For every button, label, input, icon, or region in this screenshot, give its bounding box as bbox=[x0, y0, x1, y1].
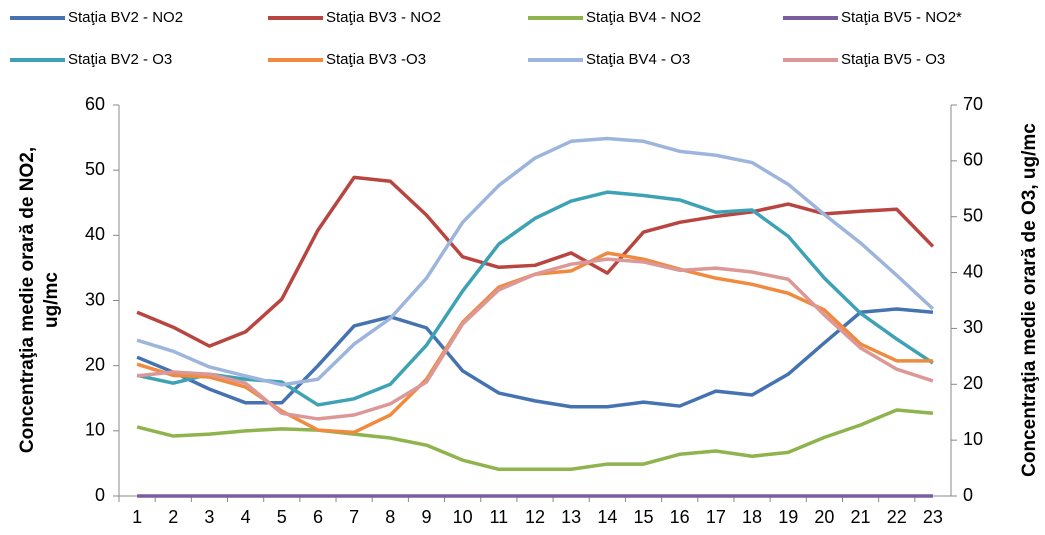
y2-tick-label: 40 bbox=[963, 261, 983, 281]
y2-tick-label: 20 bbox=[963, 373, 983, 393]
y2-tick-label: 0 bbox=[963, 485, 973, 505]
x-tick-label: 20 bbox=[814, 507, 834, 527]
x-tick-label: 22 bbox=[887, 507, 907, 527]
y-tick-label: 30 bbox=[85, 289, 105, 309]
x-tick-label: 16 bbox=[670, 507, 690, 527]
x-tick-label: 8 bbox=[385, 507, 395, 527]
x-tick-label: 14 bbox=[597, 507, 617, 527]
y-tick-label: 40 bbox=[85, 224, 105, 244]
y-tick-label: 60 bbox=[85, 94, 105, 114]
legend-label: Staţia BV3 - NO2 bbox=[326, 9, 441, 26]
y2-tick-label: 50 bbox=[963, 205, 983, 225]
x-tick-label: 21 bbox=[851, 507, 871, 527]
y2-tick-label: 70 bbox=[963, 94, 983, 114]
y2-axis-label: Concentraţia medie orară de O3, ug/mc bbox=[1019, 123, 1040, 477]
series-line bbox=[136, 175, 935, 348]
series-line bbox=[136, 190, 934, 407]
y-tick-label: 20 bbox=[85, 354, 105, 374]
y-axis-label: Concentraţia medie orară de NO2, bbox=[17, 147, 38, 453]
y-tick-label: 10 bbox=[85, 420, 105, 440]
series-line bbox=[136, 408, 934, 472]
legend-label: Staţia BV4 - NO2 bbox=[586, 9, 701, 26]
x-tick-label: 6 bbox=[313, 507, 323, 527]
legend-label: Staţia BV2 - NO2 bbox=[68, 9, 183, 26]
y2-tick-label: 30 bbox=[963, 317, 983, 337]
legend-label: Staţia BV3 -O3 bbox=[326, 51, 426, 68]
x-tick-label: 17 bbox=[706, 507, 726, 527]
x-tick-label: 10 bbox=[453, 507, 473, 527]
x-tick-label: 23 bbox=[923, 507, 943, 527]
x-tick-label: 19 bbox=[778, 507, 798, 527]
y2-tick-label: 60 bbox=[963, 150, 983, 170]
series-line bbox=[136, 251, 933, 435]
series-line bbox=[136, 257, 934, 421]
x-tick-label: 9 bbox=[421, 507, 431, 527]
x-tick-label: 11 bbox=[489, 507, 508, 527]
x-tick-label: 1 bbox=[132, 507, 142, 527]
y-tick-label: 50 bbox=[85, 159, 105, 179]
legend-label: Staţia BV5 - O3 bbox=[841, 51, 945, 68]
x-tick-label: 2 bbox=[168, 507, 178, 527]
y2-tick-label: 10 bbox=[963, 429, 983, 449]
x-tick-label: 13 bbox=[561, 507, 581, 527]
series-line bbox=[136, 136, 935, 387]
x-tick-label: 7 bbox=[349, 507, 359, 527]
y-tick-label: 0 bbox=[95, 485, 105, 505]
x-tick-label: 4 bbox=[241, 507, 251, 527]
x-tick-label: 12 bbox=[525, 507, 545, 527]
legend-label: Staţia BV2 - O3 bbox=[68, 51, 172, 68]
x-tick-label: 18 bbox=[742, 507, 762, 527]
y-axis-label: ug/mc bbox=[41, 272, 62, 328]
legend-label: Staţia BV5 - NO2* bbox=[841, 9, 962, 26]
x-tick-label: 15 bbox=[634, 507, 654, 527]
legend-label: Staţia BV4 - O3 bbox=[586, 51, 690, 68]
x-tick-label: 3 bbox=[204, 507, 214, 527]
x-tick-label: 5 bbox=[277, 507, 287, 527]
